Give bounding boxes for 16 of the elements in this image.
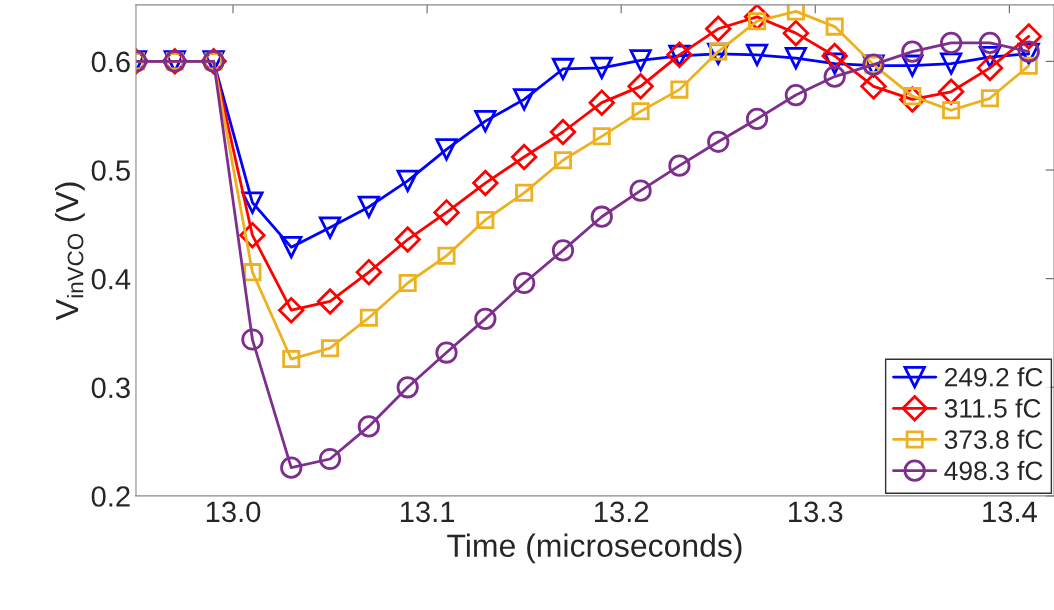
x-axis-title: Time (microseconds) bbox=[447, 533, 742, 564]
y-tick-label: 0.5 bbox=[91, 160, 130, 181]
x-tick-label: 13.2 bbox=[595, 501, 649, 523]
legend-label: 249.2 fC bbox=[945, 367, 1043, 387]
y-tick-label: 0.4 bbox=[91, 268, 131, 290]
y-tick-label: 0.6 bbox=[91, 51, 130, 73]
x-tick-label: 13.1 bbox=[400, 501, 455, 523]
legend-label: 373.8 fC bbox=[944, 429, 1043, 449]
x-tick-label: 13.0 bbox=[206, 501, 261, 523]
y-tick-label: 0.3 bbox=[91, 377, 130, 399]
y-tick-label: 0.2 bbox=[91, 486, 130, 507]
y-axis-title: V$_{inVCO}$ (V) bbox=[54, 182, 85, 321]
legend-label: 498.3 fC bbox=[944, 460, 1043, 481]
x-tick-label: 13.4 bbox=[983, 501, 1037, 523]
x-tick-label: 13.3 bbox=[789, 501, 843, 523]
legend-label: 311.5 fC bbox=[944, 398, 1041, 418]
